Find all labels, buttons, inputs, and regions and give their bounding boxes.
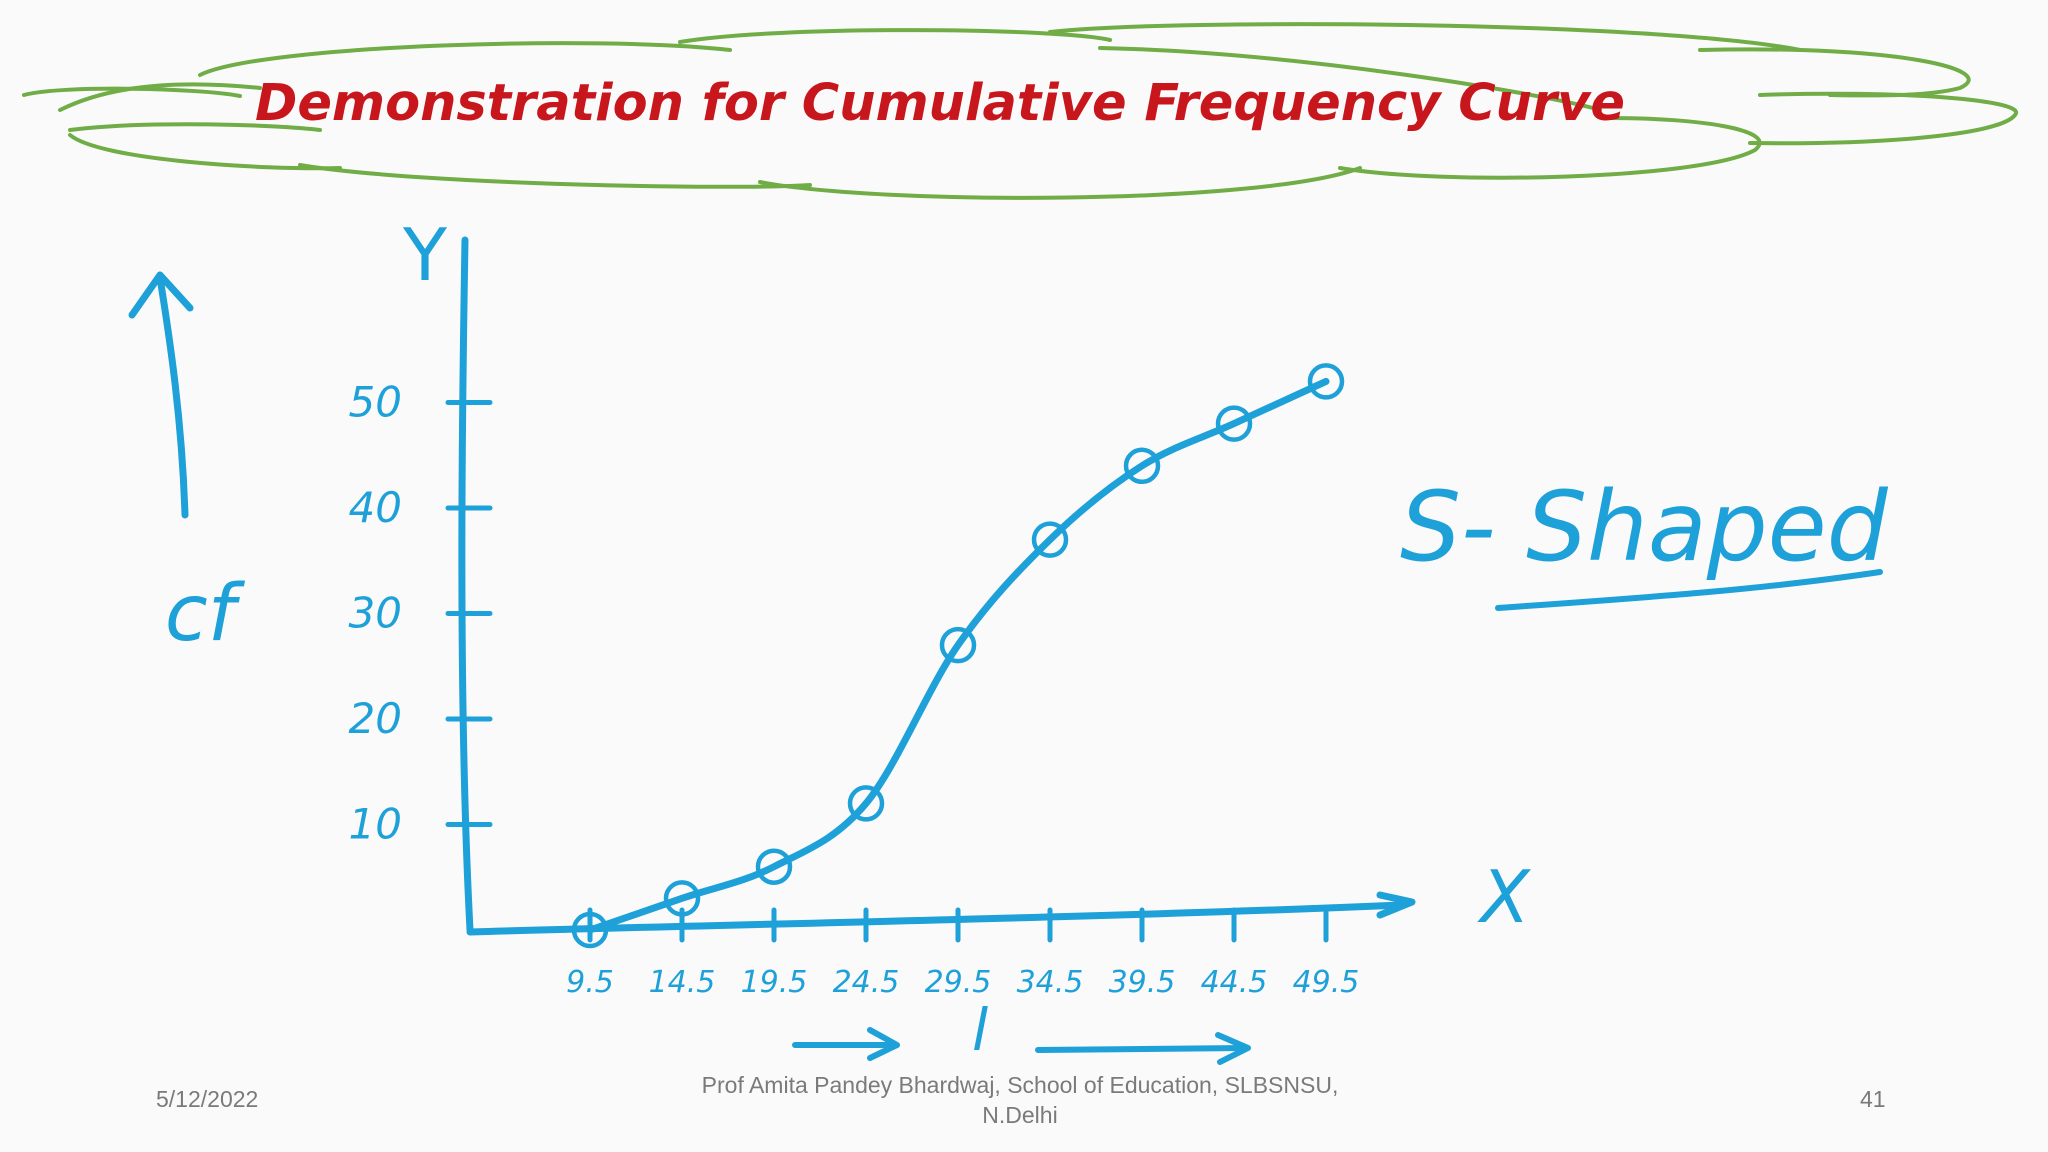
x-tick-label: 39.5 [1109,965,1176,1000]
title-cloud [22,22,2019,200]
x-tick-label: 29.5 [925,965,992,1000]
footer-author: Prof Amita Pandey Bhardwaj, School of Ed… [701,1072,1339,1128]
data-point [1123,447,1161,485]
data-point [1215,405,1253,442]
slide-title: Demonstration for Cumulative Frequency C… [255,74,1625,133]
y-tick-label: 30 [349,589,402,638]
y-axis-label: Y [402,213,448,297]
x-tick-label: 19.5 [741,965,808,1000]
y-tick-label: 20 [349,694,402,743]
x-tick-label: 24.5 [833,965,900,1000]
y-tick-label: 50 [349,378,402,427]
x-tick-label: 49.5 [1293,965,1360,1000]
footer-page-number: 41 [1860,1086,1886,1112]
data-point [1031,521,1069,558]
data-point [663,880,701,917]
cf-label: cf [165,569,246,659]
ogive-line [586,377,1330,934]
data-point [847,785,885,822]
x-tick-label: 14.5 [649,965,716,1000]
x-tick-label: 34.5 [1017,965,1084,1000]
cf-axis-arrow-icon [128,271,194,519]
class-interval-arrows-icon [792,1027,1251,1065]
class-interval-label: l [972,996,988,1064]
y-tick-label: 10 [349,800,402,849]
axis-tick-labels: 9.5 14.5 19.5 24.5 29.5 34.5 39.5 44.5 49.5 10 20 3… [349,378,1360,1001]
data-point [755,848,793,885]
data-point [939,626,977,664]
y-tick-label: 40 [349,483,402,532]
axis-ticks [445,400,1329,943]
x-tick-label: 9.5 [566,965,614,1000]
x-axis-label: X [1476,855,1531,939]
chart-axes [458,236,1416,936]
annotation-underline [1495,569,1883,611]
ogive-series [571,363,1345,949]
x-tick-label: 44.5 [1201,965,1268,1000]
s-shaped-annotation: S- Shaped [1400,471,1889,583]
data-point [1307,363,1345,400]
footer-date: 5/12/2022 [156,1086,259,1112]
data-point [571,911,609,949]
